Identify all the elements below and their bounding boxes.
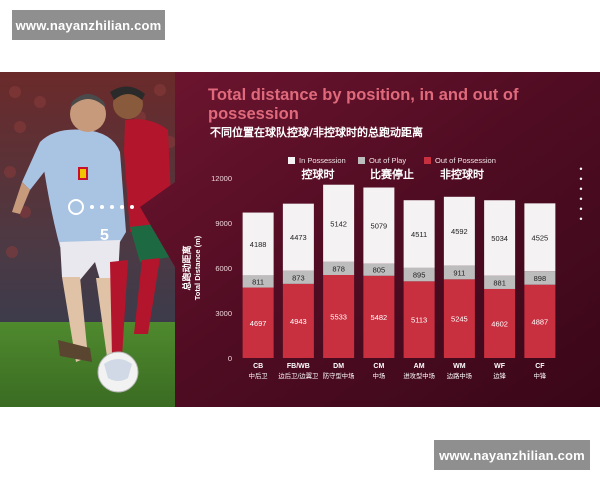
decor-dot-line (90, 205, 134, 209)
x-tick-label: DM (333, 363, 344, 370)
x-tick-label-cn: 中锋 (534, 371, 547, 380)
bar-segment (363, 263, 395, 276)
bar-value-label: 4887 (532, 317, 549, 326)
y-tick-label: 0 (228, 354, 232, 363)
bar-segment (323, 261, 355, 276)
x-tick-label: FB/WB (287, 363, 310, 370)
stacked-bar-chart: Total Distance (m)总跑动距离 0 3000 6000 9000 1200… (181, 156, 556, 380)
bar-segment (242, 287, 274, 358)
bar-segment (403, 281, 435, 358)
y-tick-label: 12000 (211, 174, 232, 183)
bar-value-label: 4473 (290, 233, 307, 242)
bar-segment (484, 288, 516, 358)
y-tick-label: 6000 (215, 264, 232, 273)
legend-swatch (424, 157, 431, 164)
bar-segment (524, 271, 556, 285)
bar-segment (443, 279, 475, 358)
bar-value-label: 4592 (451, 227, 468, 236)
x-tick-label: AM (414, 363, 425, 370)
bar-value-label: 4511 (411, 230, 427, 239)
bar-segment (323, 184, 355, 262)
decor-ring-icon (68, 199, 84, 215)
bar-value-label: 4697 (250, 319, 267, 328)
bar-value-label: 4525 (532, 233, 549, 242)
decor-dots-vertical: • • • • • • (579, 164, 583, 224)
series-header-cn: 控球时 (302, 167, 335, 181)
bar-segment (282, 270, 314, 284)
infographic-banner: 5 (0, 72, 600, 407)
bar-segment (484, 275, 516, 289)
bar-value-label: 5079 (371, 222, 388, 231)
bar-segment (323, 275, 355, 358)
bar-value-label: 878 (332, 264, 345, 273)
bar-segment (282, 283, 314, 358)
bar-segment (363, 187, 395, 264)
watermark-top: www.nayanzhilian.com (12, 10, 165, 40)
y-tick-label: 9000 (215, 219, 232, 228)
boot-left (58, 340, 92, 362)
bar-value-label: 5142 (330, 219, 347, 228)
bar-value-label: 911 (453, 268, 465, 277)
bar-value-label: 4943 (290, 317, 307, 326)
watermark-bottom: www.nayanzhilian.com (434, 440, 590, 470)
chart-title-en: Total distance by position, in and out o… (208, 86, 519, 123)
chart-title-cn: 不同位置在球队控球/非控球时的总跑动距离 (210, 126, 424, 139)
x-tick-label-cn: 边后卫/边翼卫 (278, 371, 318, 380)
bar-value-label: 5245 (451, 315, 468, 324)
series-header-cn: 比赛停止 (370, 167, 414, 181)
bar-value-label: 5482 (371, 313, 388, 322)
bar-segment (242, 275, 274, 288)
bar-segment (403, 200, 435, 268)
bar-segment (282, 203, 314, 271)
bar-value-label: 5113 (411, 316, 427, 325)
bar-segment (403, 267, 435, 282)
legend-swatch (288, 157, 295, 164)
bar-value-label: 4188 (250, 240, 267, 249)
legend-label: Out of Play (369, 156, 406, 165)
series-header-cn: 非控球时 (440, 167, 484, 181)
x-tick-label: CF (535, 363, 545, 370)
bar-segment (443, 196, 475, 266)
football-ball (97, 351, 139, 393)
x-tick-label: CM (373, 363, 384, 370)
jersey-number: 5 (100, 227, 109, 244)
bar-segment (242, 212, 274, 276)
legend-swatch (358, 157, 365, 164)
x-tick-label: CB (253, 363, 263, 370)
bar-value-label: 898 (534, 274, 547, 283)
y-axis-label-cn: 总跑动距离 (181, 245, 193, 290)
x-tick-label-cn: 中后卫 (249, 371, 268, 380)
bar-segment (524, 203, 556, 272)
bar-segment (524, 284, 556, 358)
x-tick-label-cn: 防守型中场 (323, 371, 354, 380)
bar-value-label: 5533 (330, 313, 347, 322)
bar-segment (363, 275, 395, 358)
bar-segment (484, 200, 516, 276)
legend-label: In Possession (299, 156, 346, 165)
x-tick-label: WF (494, 363, 506, 370)
x-tick-label-cn: 进攻型中场 (403, 371, 434, 380)
legend-label: Out of Possession (435, 156, 496, 165)
y-tick-label: 3000 (215, 309, 232, 318)
bar-value-label: 895 (413, 271, 426, 280)
bar-value-label: 5034 (491, 234, 508, 243)
bar-value-label: 805 (373, 266, 386, 275)
bar-value-label: 873 (292, 273, 305, 282)
bar-value-label: 4602 (491, 319, 508, 328)
player-spain: 5 (12, 94, 126, 364)
x-tick-label: WM (453, 363, 466, 370)
bar-segment (443, 265, 475, 280)
x-tick-label-cn: 中场 (373, 371, 386, 380)
x-tick-label-cn: 边锋 (493, 371, 506, 380)
x-tick-label-cn: 边路中场 (447, 371, 472, 380)
bar-value-label: 811 (252, 277, 264, 286)
bar-value-label: 881 (493, 278, 506, 287)
y-axis-label: Total Distance (m) (193, 235, 202, 300)
